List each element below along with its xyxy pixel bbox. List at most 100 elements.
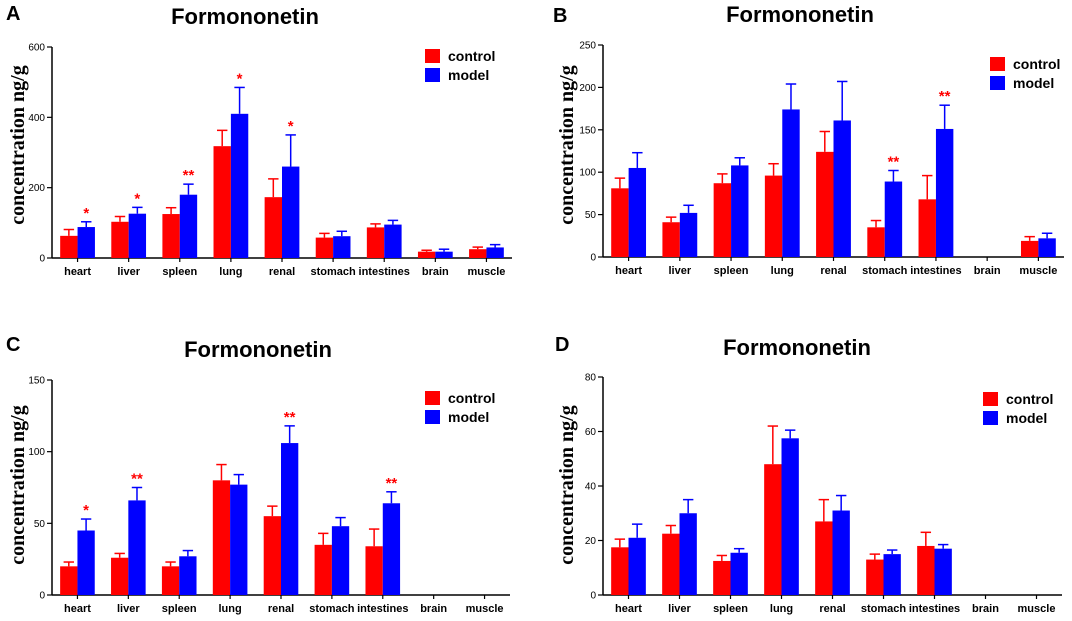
panel-letter: D	[555, 334, 569, 356]
chart-title: Formononetin	[184, 337, 332, 362]
y-tick-label: 0	[39, 254, 45, 265]
bar-control-muscle	[469, 249, 487, 258]
x-tick-label-intestines: intestines	[357, 603, 408, 615]
legend-swatch-control	[425, 49, 440, 63]
bar-model-lung	[230, 484, 248, 595]
y-tick-label: 100	[28, 447, 45, 458]
legend-label-control: control	[1006, 391, 1053, 407]
x-tick-label-lung: lung	[771, 265, 794, 277]
bar-control-heart	[60, 235, 78, 258]
y-tick-label: 0	[590, 253, 596, 264]
significance-marker: **	[888, 154, 900, 171]
y-tick-label: 0	[39, 591, 45, 602]
bar-model-lung	[781, 438, 799, 595]
bar-model-stomach	[331, 526, 350, 595]
bar-control-intestines	[365, 546, 383, 595]
y-axis-label: concentration ng/g	[7, 405, 29, 564]
bar-model-liver	[679, 212, 698, 257]
legend-label-model: model	[448, 409, 489, 425]
y-axis-label: concentration ng/g	[556, 65, 578, 224]
bar-control-heart	[60, 566, 78, 595]
panel-letter: B	[553, 5, 567, 27]
bar-model-heart	[628, 537, 646, 595]
y-axis-label: concentration ng/g	[556, 405, 578, 564]
y-tick-label: 250	[579, 41, 596, 52]
bar-model-heart	[628, 167, 647, 257]
x-tick-label-renal: renal	[268, 603, 294, 615]
legend-label-control: control	[1013, 56, 1060, 72]
bar-model-brain	[435, 251, 453, 258]
x-tick-label-stomach: stomach	[862, 265, 908, 277]
bar-model-intestines	[384, 224, 402, 258]
bar-control-renal	[815, 521, 833, 595]
bar-control-renal	[263, 516, 281, 595]
significance-marker: *	[134, 190, 140, 207]
legend-label-model: model	[448, 67, 489, 83]
bar-control-lung	[212, 480, 231, 595]
bar-control-spleen	[713, 183, 732, 257]
x-tick-label-renal: renal	[269, 266, 295, 278]
x-tick-label-intestines: intestines	[909, 603, 960, 615]
chart-title: Formononetin	[171, 4, 319, 29]
bar-control-lung	[764, 464, 782, 595]
bar-model-renal	[281, 443, 299, 595]
bar-model-muscle	[1038, 238, 1056, 257]
chart-title: Formononetin	[723, 335, 871, 360]
y-tick-label: 100	[579, 168, 596, 179]
x-tick-label-spleen: spleen	[713, 603, 748, 615]
bar-model-spleen	[179, 556, 197, 595]
x-tick-label-renal: renal	[819, 603, 845, 615]
legend-swatch-control	[983, 392, 998, 406]
x-tick-label-lung: lung	[770, 603, 793, 615]
bar-model-heart	[77, 227, 95, 258]
legend-label-control: control	[448, 390, 495, 406]
bar-model-heart	[77, 530, 95, 595]
bar-control-brain	[417, 251, 436, 258]
y-tick-label: 0	[590, 591, 596, 602]
x-tick-label-heart: heart	[615, 603, 642, 615]
bar-control-spleen	[162, 214, 180, 258]
bar-model-stomach	[883, 554, 901, 595]
x-tick-label-stomach: stomach	[861, 603, 907, 615]
legend-label-model: model	[1013, 75, 1054, 91]
significance-marker: *	[288, 118, 294, 135]
y-tick-label: 200	[579, 83, 596, 94]
legend-swatch-model	[983, 411, 998, 425]
y-tick-label: 150	[28, 376, 45, 387]
y-tick-label: 50	[585, 210, 597, 221]
legend-swatch-model	[425, 68, 440, 82]
bar-control-spleen	[713, 560, 731, 595]
bar-model-lung	[782, 109, 800, 257]
bar-control-renal	[816, 151, 834, 257]
bar-control-heart	[611, 188, 629, 257]
bar-model-liver	[128, 213, 147, 258]
bar-control-intestines	[366, 227, 385, 258]
significance-marker: *	[83, 502, 89, 519]
y-tick-label: 50	[34, 519, 46, 530]
y-tick-label: 40	[585, 482, 597, 493]
x-tick-label-liver: liver	[669, 265, 692, 277]
x-tick-label-brain: brain	[420, 603, 447, 615]
x-tick-label-liver: liver	[117, 266, 140, 278]
significance-marker: **	[939, 88, 951, 105]
bar-model-spleen	[179, 194, 198, 258]
y-axis-label: concentration ng/g	[7, 65, 29, 224]
bar-control-muscle	[1020, 240, 1039, 257]
y-tick-label: 60	[585, 427, 597, 438]
bar-model-renal	[833, 120, 851, 257]
bar-model-spleen	[730, 552, 748, 595]
panel-d: D Formononetin concentration ng/g 0 20 40 60 80…	[555, 334, 1062, 615]
legend-swatch-control	[990, 57, 1005, 71]
bar-control-stomach	[315, 237, 334, 258]
x-tick-label-muscle: muscle	[1018, 603, 1056, 615]
legend-label-control: control	[448, 48, 495, 64]
bar-control-stomach	[867, 227, 885, 257]
bar-model-renal	[282, 166, 300, 258]
y-tick-label: 80	[585, 373, 597, 384]
x-tick-label-brain: brain	[972, 603, 999, 615]
x-tick-label-heart: heart	[615, 265, 642, 277]
y-tick-label: 20	[585, 536, 597, 547]
x-tick-label-muscle: muscle	[1019, 265, 1057, 277]
bar-model-renal	[832, 510, 850, 595]
